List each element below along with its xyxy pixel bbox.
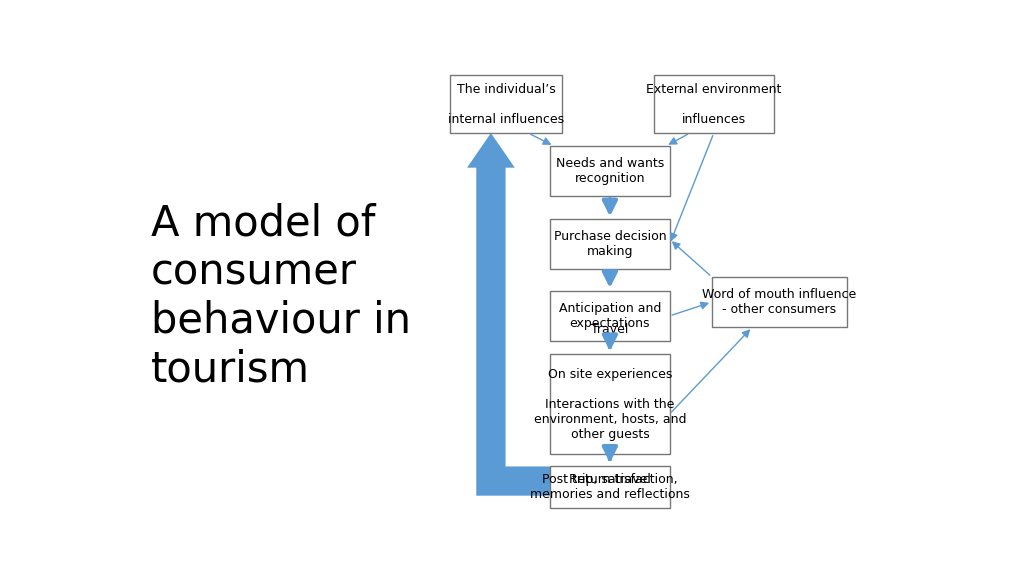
Text: External environment

influences: External environment influences bbox=[646, 82, 781, 126]
Text: Purchase decision
making: Purchase decision making bbox=[554, 230, 667, 258]
Text: Needs and wants
recognition: Needs and wants recognition bbox=[556, 157, 664, 185]
Text: Post trip, satisfaction,
memories and reflections: Post trip, satisfaction, memories and re… bbox=[530, 473, 690, 501]
Text: The individual’s

internal influences: The individual’s internal influences bbox=[447, 82, 564, 126]
FancyBboxPatch shape bbox=[712, 277, 847, 327]
Text: Word of mouth influence
- other consumers: Word of mouth influence - other consumer… bbox=[702, 288, 856, 316]
FancyBboxPatch shape bbox=[550, 354, 670, 454]
Polygon shape bbox=[467, 133, 558, 496]
FancyBboxPatch shape bbox=[451, 75, 562, 133]
Text: Travel


On site experiences

Interactions with the
environment, hosts, and
othe: Travel On site experiences Interactions … bbox=[534, 323, 686, 486]
Text: Anticipation and
expectations: Anticipation and expectations bbox=[559, 302, 662, 330]
FancyBboxPatch shape bbox=[550, 291, 670, 341]
FancyBboxPatch shape bbox=[550, 219, 670, 270]
FancyBboxPatch shape bbox=[550, 146, 670, 196]
FancyBboxPatch shape bbox=[550, 465, 670, 508]
Text: A model of
consumer
behaviour in
tourism: A model of consumer behaviour in tourism bbox=[151, 202, 411, 390]
FancyBboxPatch shape bbox=[654, 75, 773, 133]
